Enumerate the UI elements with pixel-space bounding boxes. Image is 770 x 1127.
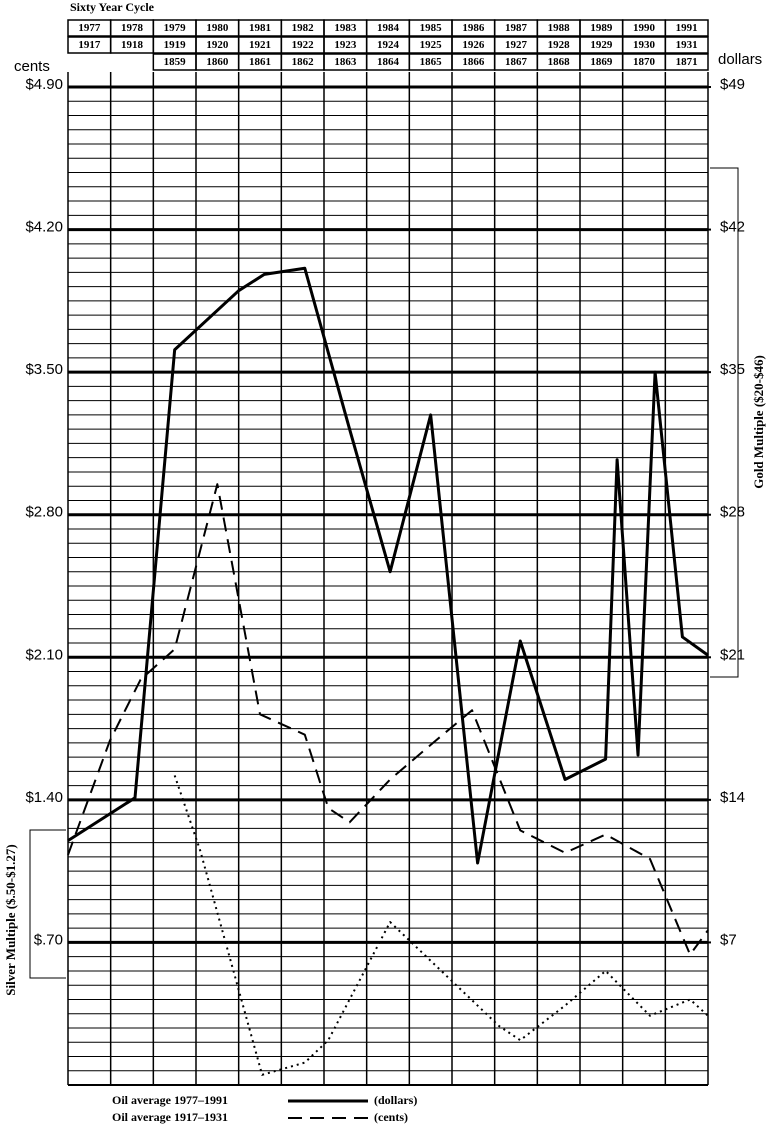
header-year: 1990 [633, 22, 656, 34]
y2-tick-label: $49 [720, 76, 745, 93]
chart-title: Sixty Year Cycle [70, 0, 155, 14]
header-year: 1859 [164, 56, 187, 68]
y2-tick-label: $42 [720, 219, 745, 236]
legend-label: Oil average 1917–1931 [112, 1110, 228, 1124]
header-year: 1987 [505, 22, 528, 34]
header-year: 1862 [292, 56, 315, 68]
header-year: 1867 [505, 56, 528, 68]
header-year: 1980 [206, 22, 229, 34]
y-tick-label: $.70 [34, 931, 63, 948]
series-line [173, 775, 709, 1076]
header-year: 1864 [377, 56, 400, 68]
header-year: 1870 [633, 56, 656, 68]
header-year: 1922 [292, 39, 315, 51]
header-year: 1978 [121, 22, 144, 34]
header-year: 1929 [590, 39, 613, 51]
header-year: 1928 [548, 39, 571, 51]
y2-tick-label: $28 [720, 504, 745, 521]
header-cell [664, 36, 709, 54]
y-tick-label: $1.40 [25, 789, 63, 806]
y2-tick-label: $35 [720, 361, 745, 378]
header-year: 1865 [420, 56, 443, 68]
header-year: 1986 [462, 22, 485, 34]
y2-tick-label: $21 [720, 646, 745, 663]
header-year: 1985 [420, 22, 443, 34]
header-year: 1923 [334, 39, 357, 51]
y-tick-label: $4.90 [25, 76, 63, 93]
header-cell [664, 19, 709, 37]
header-year: 1989 [590, 22, 613, 34]
header-year: 1930 [633, 39, 656, 51]
header-year: 1920 [206, 39, 229, 51]
legend-unit: (dollars) [374, 1093, 417, 1107]
legend-label: Oil average 1977–1991 [112, 1093, 228, 1107]
header-year: 1919 [164, 39, 187, 51]
header-year: 1861 [249, 56, 271, 68]
y2-tick-label: $7 [720, 931, 737, 948]
silver-bracket [29, 829, 66, 979]
header-year: 1984 [377, 22, 400, 34]
header-year: 1979 [164, 22, 187, 34]
header-year: 1927 [505, 39, 528, 51]
y-tick-label: $3.50 [25, 361, 63, 378]
header-year: 1981 [249, 22, 271, 34]
series-line [67, 483, 709, 956]
header-year: 1983 [334, 22, 357, 34]
header-year: 1924 [377, 39, 400, 51]
header-cell [664, 53, 709, 71]
header-year: 1931 [676, 39, 698, 51]
gold-annotation: Gold Multiple ($20-$46) [751, 355, 766, 489]
header-year: 1871 [676, 56, 698, 68]
header-year: 1925 [420, 39, 443, 51]
header-year: 1926 [462, 39, 485, 51]
header-year: 1860 [206, 56, 229, 68]
header-year: 1921 [249, 39, 271, 51]
header-year: 1982 [292, 22, 315, 34]
header-year: 1991 [676, 22, 698, 34]
header-year: 1868 [548, 56, 571, 68]
gold-bracket [710, 167, 739, 678]
y2-axis-label: dollars [718, 51, 762, 68]
header-year: 1918 [121, 39, 144, 51]
y-tick-label: $4.20 [25, 219, 63, 236]
header-year: 1917 [78, 39, 101, 51]
header-year: 1869 [590, 56, 613, 68]
header-year: 1866 [462, 56, 485, 68]
y-tick-label: $2.10 [25, 646, 63, 663]
series-line [67, 266, 709, 865]
header-year: 1988 [548, 22, 571, 34]
header-year: 1863 [334, 56, 357, 68]
y-axis-label: cents [14, 58, 50, 75]
silver-annotation: Silver Multiple ($.50-$1.27) [3, 844, 18, 995]
y2-tick-label: $14 [720, 789, 745, 806]
legend-unit: (cents) [374, 1110, 408, 1124]
y-tick-label: $2.80 [25, 504, 63, 521]
header-year: 1977 [78, 22, 101, 34]
